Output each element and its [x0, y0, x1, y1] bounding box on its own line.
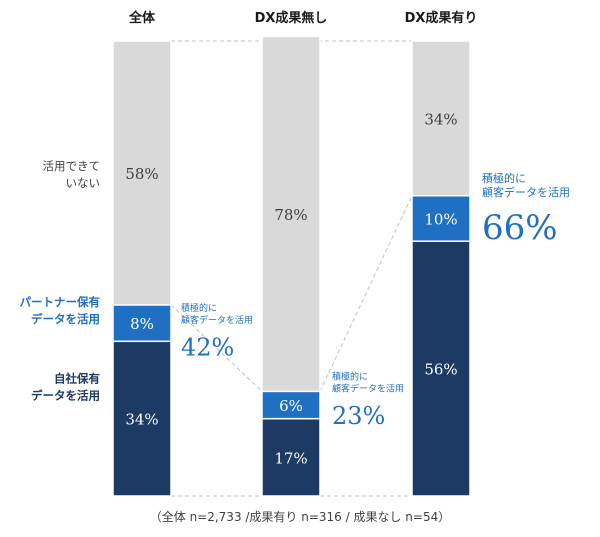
row-label-partner: パートナー保有 [20, 295, 101, 309]
annotation-caption: 積極的に [181, 302, 217, 314]
data-label: 34% [424, 110, 457, 128]
annotation-group: 積極的に顧客データを活用42%積極的に顧客データを活用23%積極的に顧客データを… [181, 171, 570, 430]
annotation-caption: 顧客データを活用 [181, 314, 253, 326]
data-label: 78% [274, 206, 307, 224]
row-label-partner: データを活用 [31, 312, 100, 326]
row-label-not-using: 活用できて [43, 159, 101, 173]
category-label: 全体 [128, 10, 156, 26]
row-label-own: データを活用 [31, 388, 100, 402]
bar-segment [261, 390, 321, 420]
annotation-caption: 顧客データを活用 [482, 185, 570, 199]
connector-line [319, 195, 413, 392]
data-label: 17% [274, 449, 307, 467]
row-label-own: 自社保有 [54, 371, 100, 385]
annotation-caption: 積極的に [482, 171, 526, 185]
category-label: DX成果無し [255, 10, 328, 26]
bar-segment [411, 40, 471, 197]
data-label: 10% [424, 210, 457, 228]
annotation-value: 66% [482, 208, 558, 248]
annotation-caption: 積極的に [332, 370, 368, 382]
data-label: 8% [130, 315, 154, 333]
bar-segment [261, 35, 321, 393]
data-label: 56% [424, 361, 457, 379]
bar-segment [411, 240, 471, 497]
category-label: DX成果有り [405, 10, 478, 26]
footnote: （全体 n=2,733 /成果有り n=316 / 成果なし n=54） [150, 509, 450, 524]
bar-segment [112, 40, 172, 306]
data-label: 58% [125, 165, 158, 183]
data-label: 6% [279, 397, 303, 415]
bar-segment [112, 340, 172, 497]
annotation-caption: 顧客データを活用 [332, 382, 404, 394]
data-label: 34% [125, 411, 158, 429]
bar-group [112, 35, 471, 497]
bar-segment [112, 304, 172, 343]
label-group: 全体 DX成果無し DX成果有り 34% 8% 58% 17% 6% 78% 56% 10% 34% 活… [20, 10, 478, 467]
bar-segment [261, 417, 321, 497]
row-label-not-using: いない [66, 176, 101, 190]
annotation-value: 23% [332, 402, 385, 430]
annotation-value: 42% [181, 333, 234, 361]
